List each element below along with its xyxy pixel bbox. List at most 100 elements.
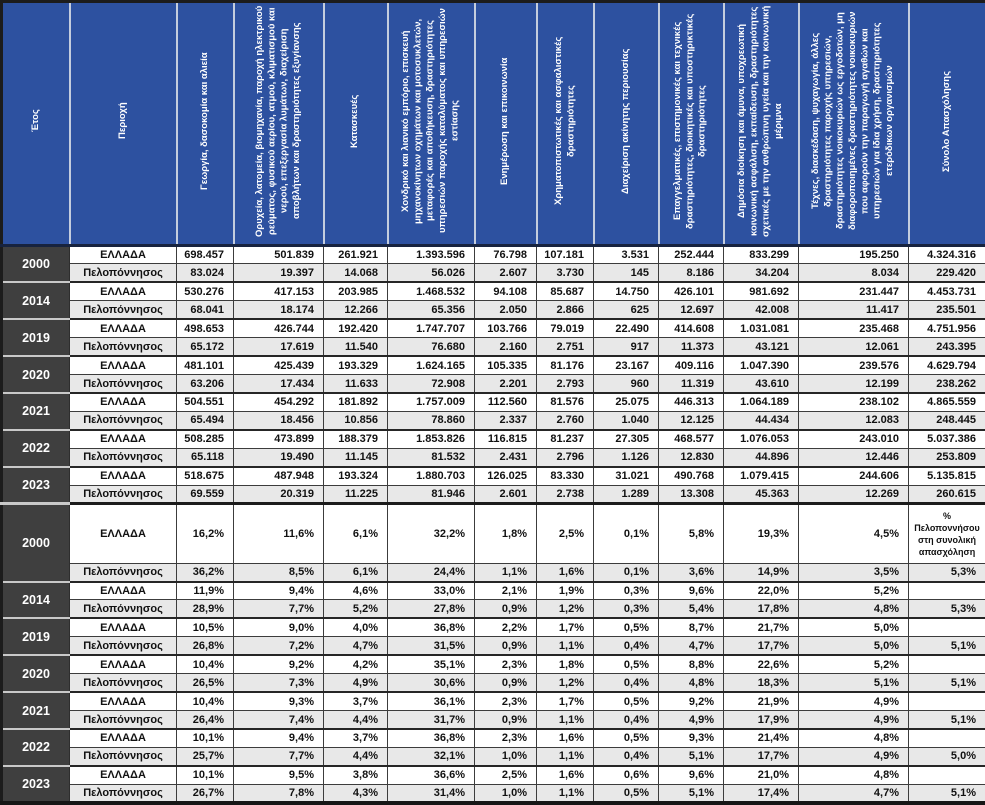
value-cell: 24,4% <box>387 562 475 583</box>
share-cell <box>908 764 985 785</box>
value-cell: 4,0% <box>323 617 388 638</box>
year-cell: 2000 <box>1 245 70 283</box>
column-header-professional: Επαγγελματικές, επιστημονικές και τεχνικ… <box>657 1 724 247</box>
value-cell: 1.757.009 <box>387 391 475 412</box>
value-cell: 1,6% <box>536 562 594 583</box>
value-cell: 21,4% <box>723 727 799 748</box>
value-cell: 27,8% <box>387 599 475 619</box>
value-cell: 17,4% <box>723 783 799 804</box>
value-cell: 4,9% <box>798 691 909 712</box>
value-cell: 1,1% <box>536 636 594 656</box>
value-cell: 5,2% <box>798 580 909 601</box>
region-cell: Πελοπόννησος <box>69 263 177 283</box>
value-cell: 78.860 <box>387 410 475 431</box>
value-cell: 5,2% <box>323 599 388 619</box>
value-cell: 1,1% <box>536 783 594 804</box>
value-cell: 31,7% <box>387 710 475 730</box>
value-cell: 0,3% <box>593 580 659 601</box>
region-cell: ΕΛΛΑΔΑ <box>69 465 177 486</box>
table-row: Πελοπόννησος 26,4% 7,4% 4,4% 31,7% 0,9% 1,1% 0,… <box>2 710 985 730</box>
value-cell: 1,2% <box>536 673 594 693</box>
value-cell: 4,8% <box>798 727 909 748</box>
table-row: Πελοπόννησος 26,8% 7,2% 4,7% 31,5% 0,9% 1,1% 0,… <box>2 636 985 656</box>
value-cell: 4,8% <box>798 599 909 619</box>
value-cell: 193.324 <box>323 465 388 486</box>
column-header-construction: Κατασκευές <box>322 1 388 247</box>
value-cell: 32,2% <box>387 502 475 564</box>
value-cell: 487.948 <box>233 465 324 486</box>
value-cell: 0,9% <box>474 673 537 693</box>
value-cell: 116.815 <box>474 428 537 449</box>
column-header-arts-other: Τέχνες, διασκέδαση, ψυχαγωγία, άλλες δρα… <box>797 1 909 247</box>
value-cell: 94.108 <box>474 281 537 302</box>
value-cell: 426.101 <box>658 281 724 302</box>
value-cell: 23.167 <box>593 355 659 376</box>
value-cell: 36,8% <box>387 617 475 638</box>
value-cell: 0,9% <box>474 599 537 619</box>
value-cell: 960 <box>593 374 659 394</box>
value-cell: 31,4% <box>387 783 475 804</box>
table-row: 2000 ΕΛΛΑΔΑ 16,2% 11,6% 6,1% 32,2% 1,8% 2,5% 0,1… <box>1 502 985 582</box>
table-body: 2000 ΕΛΛΑΔΑ 698.457 501.839 261.921 1.393.596… <box>1 244 985 804</box>
value-cell: 4,6% <box>323 580 388 601</box>
value-cell: 81.946 <box>387 484 475 505</box>
value-cell: 530.276 <box>176 281 234 302</box>
value-cell: 33,0% <box>387 580 475 601</box>
value-cell: 18,3% <box>723 673 799 693</box>
value-cell: 14.750 <box>593 281 659 302</box>
column-header-real-estate: Διαχείριση ακίνητης περιουσίας <box>592 1 659 247</box>
value-cell: 12.061 <box>798 337 909 357</box>
value-cell: 2,2% <box>474 617 537 638</box>
value-cell: 9,2% <box>233 654 324 675</box>
value-cell: 145 <box>593 263 659 283</box>
value-cell: 8.034 <box>798 263 909 283</box>
value-cell: 181.892 <box>323 391 388 412</box>
value-cell: 1,0% <box>474 746 537 767</box>
share-cell: 5,1% <box>908 636 985 656</box>
column-header-label: Επαγγελματικές, επιστημονικές και τεχνικ… <box>672 13 709 229</box>
value-cell: 1,6% <box>536 727 594 748</box>
region-cell: ΕΛΛΑΔΑ <box>69 764 177 785</box>
value-cell: 12.125 <box>658 410 724 431</box>
value-cell: 25,7% <box>176 746 234 767</box>
value-cell: 2.201 <box>474 374 537 394</box>
value-cell: 31,5% <box>387 636 475 656</box>
value-cell: 4,3% <box>323 783 388 804</box>
value-cell: 1,7% <box>536 691 594 712</box>
value-cell: 0,1% <box>593 502 659 564</box>
value-cell: 833.299 <box>723 244 799 265</box>
value-cell: 231.447 <box>798 281 909 302</box>
share-cell <box>908 580 985 601</box>
region-cell: Πελοπόννησος <box>69 562 177 583</box>
value-cell: 21,7% <box>723 617 799 638</box>
value-cell: 27.305 <box>593 428 659 449</box>
year-cell: 2019 <box>1 617 70 656</box>
column-header-label: Τέχνες, διασκέδαση, ψυχαγωγία, άλλες δρα… <box>810 11 896 231</box>
value-cell: 0,4% <box>593 636 659 656</box>
value-cell: 5,1% <box>658 783 724 804</box>
table-row: 2014 ΕΛΛΑΔΑ 530.276 417.153 203.985 1.468.532… <box>1 281 985 320</box>
value-cell: 0,4% <box>593 746 659 767</box>
value-cell: 2.751 <box>536 337 594 357</box>
value-cell: 244.606 <box>798 465 909 486</box>
value-cell: 4,9% <box>798 710 909 730</box>
share-cell <box>908 654 985 675</box>
value-cell: 107.181 <box>536 244 594 265</box>
share-cell: 5,3% <box>908 599 985 619</box>
value-cell: 44.434 <box>723 410 799 431</box>
value-cell: 10.856 <box>323 410 388 431</box>
value-cell: 5,2% <box>798 654 909 675</box>
value-cell: 11.145 <box>323 447 388 468</box>
table-row: Πελοπόννησος 83.024 19.397 14.068 56.026 2.60… <box>2 263 985 283</box>
value-cell: 2,3% <box>474 691 537 712</box>
value-cell: 112.560 <box>474 391 537 412</box>
value-cell: 1,1% <box>536 746 594 767</box>
value-cell: 17,9% <box>723 710 799 730</box>
table-row: Πελοπόννησος 36,2% 8,5% 6,1% 24,4% 1,1% 1,6% 0,… <box>2 562 985 583</box>
table-row: 2023 ΕΛΛΑΔΑ 518.675 487.948 193.324 1.880.703… <box>1 465 985 505</box>
value-cell: 2,3% <box>474 727 537 748</box>
value-cell: 235.468 <box>798 318 909 339</box>
value-cell: 11.540 <box>323 337 388 357</box>
value-cell: 193.329 <box>323 355 388 376</box>
value-cell: 105.335 <box>474 355 537 376</box>
